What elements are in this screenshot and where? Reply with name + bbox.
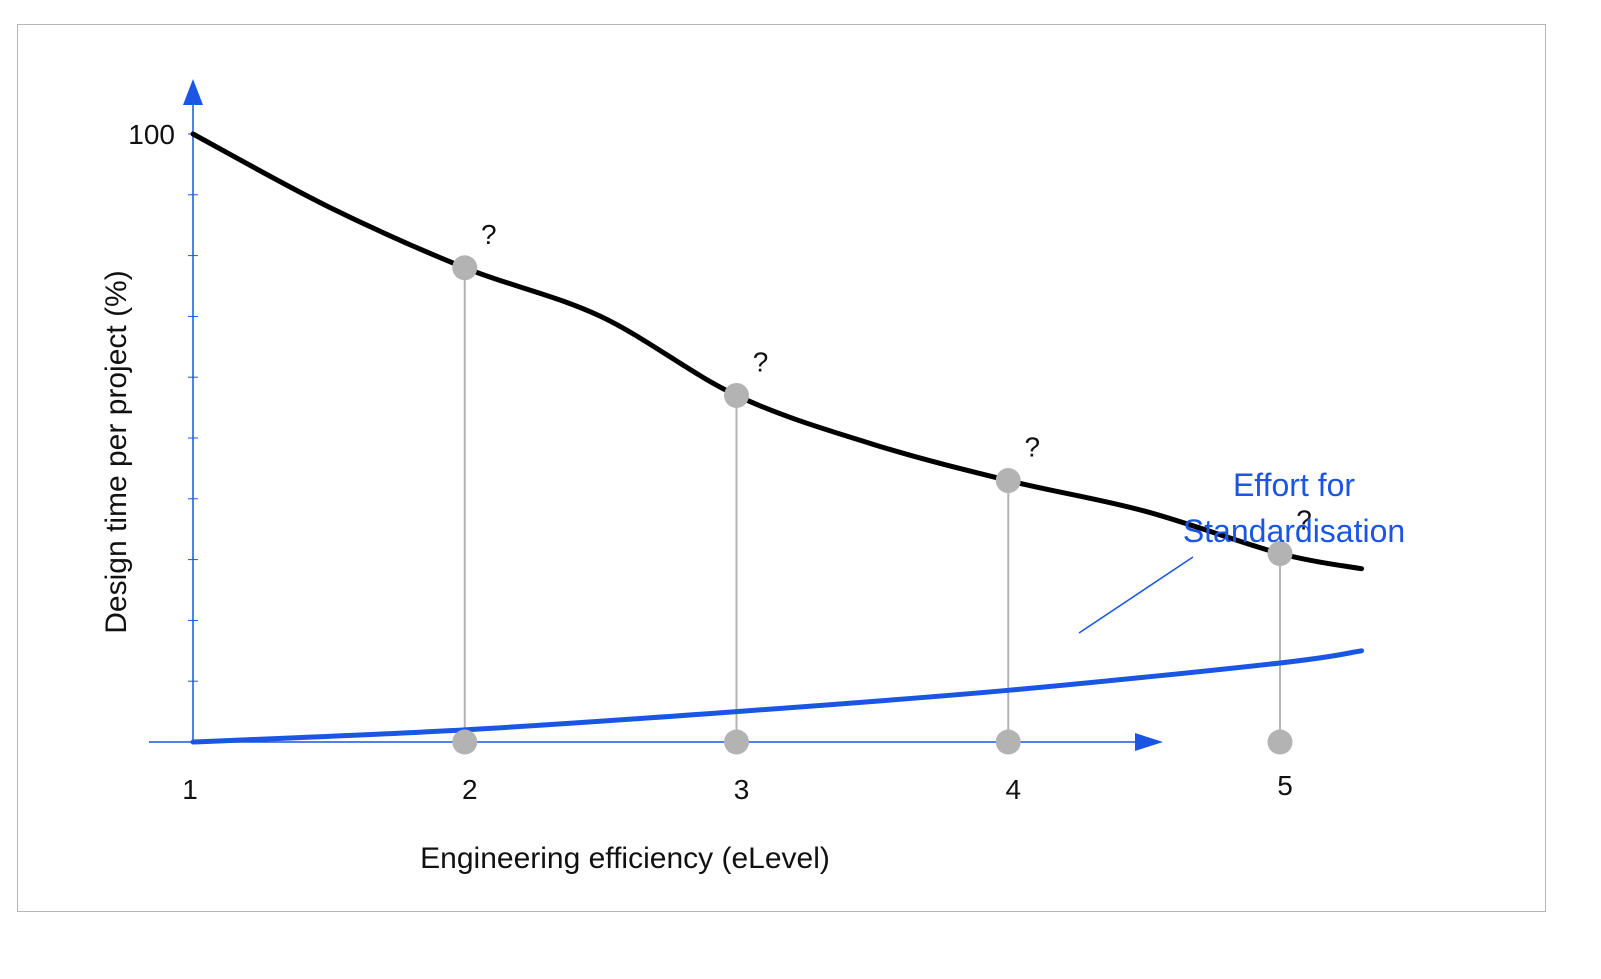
curve-point	[995, 468, 1021, 494]
axis-point	[1267, 729, 1293, 755]
question-mark-label: ?	[1024, 432, 1040, 463]
effort-annotation-line-2: Standardisation	[1183, 513, 1405, 549]
markers: ????	[452, 219, 1312, 755]
series-layer	[190, 131, 1365, 745]
x-tick-label: 2	[462, 774, 478, 805]
labels: Design time per project (%) Engineering …	[100, 270, 1405, 875]
x-tick-label: 1	[182, 774, 198, 805]
x-tick-label: 4	[1005, 774, 1021, 805]
droplines	[463, 267, 1281, 742]
axis-point	[452, 729, 478, 755]
design-time-curve	[190, 131, 1365, 572]
chart: 100 1 2 3 4 5 ???? Design time per project (%…	[100, 79, 1405, 875]
y-tick-label: 100	[128, 119, 175, 150]
x-axis-arrow	[1135, 733, 1163, 751]
question-mark-label: ?	[481, 219, 497, 250]
x-tick-label: 5	[1277, 770, 1293, 801]
x-axis-label: Engineering efficiency (eLevel)	[420, 842, 830, 875]
y-axis-arrow	[183, 79, 203, 105]
effort-annotation-line-1: Effort for	[1233, 467, 1355, 503]
axis-point	[724, 729, 749, 755]
effort-curve	[190, 648, 1365, 745]
y-axis-label: Design time per project (%)	[100, 270, 133, 633]
axis-point	[995, 729, 1021, 755]
curve-point	[452, 255, 478, 281]
chart-frame: 100 1 2 3 4 5 ???? Design time per project (%…	[17, 24, 1546, 912]
question-mark-label: ?	[753, 346, 769, 377]
x-tick-label: 3	[734, 774, 750, 805]
question-mark-label: ?	[1296, 505, 1312, 536]
curve-point	[724, 382, 749, 408]
annotation-leader-line	[1078, 556, 1194, 634]
axes: 100 1 2 3 4 5	[128, 79, 1293, 805]
curve-point	[1267, 541, 1293, 567]
